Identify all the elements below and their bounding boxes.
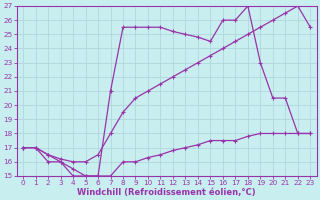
X-axis label: Windchill (Refroidissement éolien,°C): Windchill (Refroidissement éolien,°C) bbox=[77, 188, 256, 197]
